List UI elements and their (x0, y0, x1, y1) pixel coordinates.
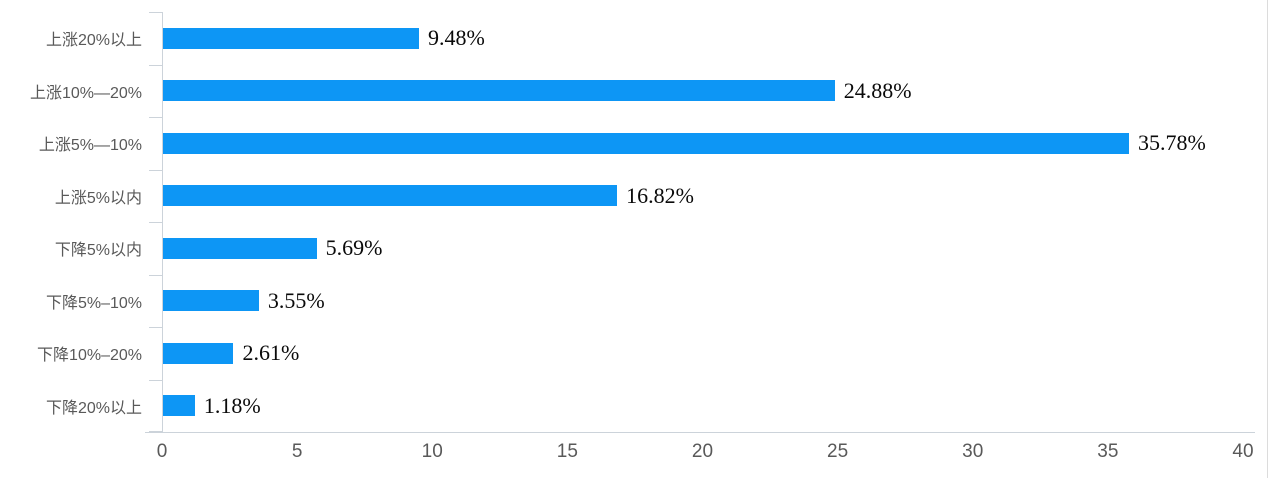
chart-row: 下降10%–20% 2.61% (0, 327, 1243, 380)
bar (163, 237, 317, 259)
bar (163, 395, 195, 417)
category-label: 上涨10%—20% (29, 84, 142, 102)
y-tick-mark (149, 222, 162, 223)
bar (163, 290, 259, 312)
bar (163, 185, 618, 207)
y-tick-mark (149, 274, 162, 276)
bar-track: 16.82% (162, 169, 1243, 222)
y-tick-mark (149, 431, 162, 432)
bar-track: 1.18% (162, 379, 1243, 432)
y-tick-mark (149, 379, 162, 381)
x-tick-label: 0 (156, 441, 168, 462)
bar (163, 80, 835, 102)
chart-row: 上涨5%以内 16.82% (0, 169, 1243, 222)
value-label: 35.78% (1138, 130, 1206, 156)
category-label: 下降20%以上 (45, 399, 142, 417)
y-tick-mark (149, 117, 162, 118)
chart-row: 下降5%–10% 3.55% (0, 274, 1243, 327)
y-axis-ticks (149, 12, 162, 432)
x-tick-label: 5 (291, 441, 303, 462)
value-label: 9.48% (427, 25, 485, 51)
chart-row: 上涨10%—20% 24.88% (0, 64, 1243, 117)
x-tick-label: 30 (962, 441, 984, 462)
bar (163, 132, 1130, 154)
bar-track: 9.48% (162, 12, 1243, 65)
x-tick-label: 20 (691, 441, 714, 462)
bar-track: 2.61% (162, 327, 1243, 380)
chart-row: 上涨5%—10% 35.78% (0, 117, 1243, 170)
bar-track: 5.69% (162, 222, 1243, 275)
bar-track: 35.78% (162, 117, 1243, 170)
value-label: 24.88% (843, 77, 912, 103)
y-tick-mark (149, 12, 162, 13)
value-label: 1.18% (203, 392, 261, 418)
chart-row: 下降5%以内 5.69% (0, 222, 1243, 275)
y-tick-mark (149, 327, 162, 328)
category-label: 下降10%–20% (37, 347, 142, 365)
x-tick-label: 35 (1097, 441, 1119, 462)
value-label: 3.55% (267, 287, 325, 313)
y-tick-mark (149, 64, 162, 66)
value-label: 16.82% (626, 182, 694, 208)
x-tick-label: 25 (827, 441, 849, 462)
x-tick-label: 15 (556, 441, 578, 462)
x-tick-label: 40 (1232, 441, 1254, 462)
chart-row: 下降20%以上 1.18% (0, 379, 1243, 432)
y-tick-mark (149, 169, 162, 171)
bar-track: 24.88% (162, 64, 1243, 117)
bar (163, 342, 234, 364)
plot-area: 上涨20%以上 9.48% 上涨10%—20% 24.88% 上涨5%—10% … (0, 12, 1243, 432)
window-right-border (1267, 0, 1268, 478)
x-tick-label: 10 (421, 441, 443, 462)
value-label: 5.69% (325, 235, 383, 261)
category-label: 下降5%以内 (54, 242, 142, 260)
category-label: 上涨20%以上 (45, 32, 142, 50)
x-axis-line (145, 432, 1255, 433)
bar (163, 27, 419, 49)
chart-row: 上涨20%以上 9.48% (0, 12, 1243, 65)
category-label: 上涨5%以内 (54, 189, 142, 207)
category-label: 上涨5%—10% (38, 137, 142, 155)
category-label: 下降5%–10% (45, 294, 142, 312)
value-label: 2.61% (242, 340, 300, 366)
bar-track: 3.55% (162, 274, 1243, 327)
x-axis-labels: 0 5 10 15 20 25 30 35 40 (157, 441, 1254, 471)
